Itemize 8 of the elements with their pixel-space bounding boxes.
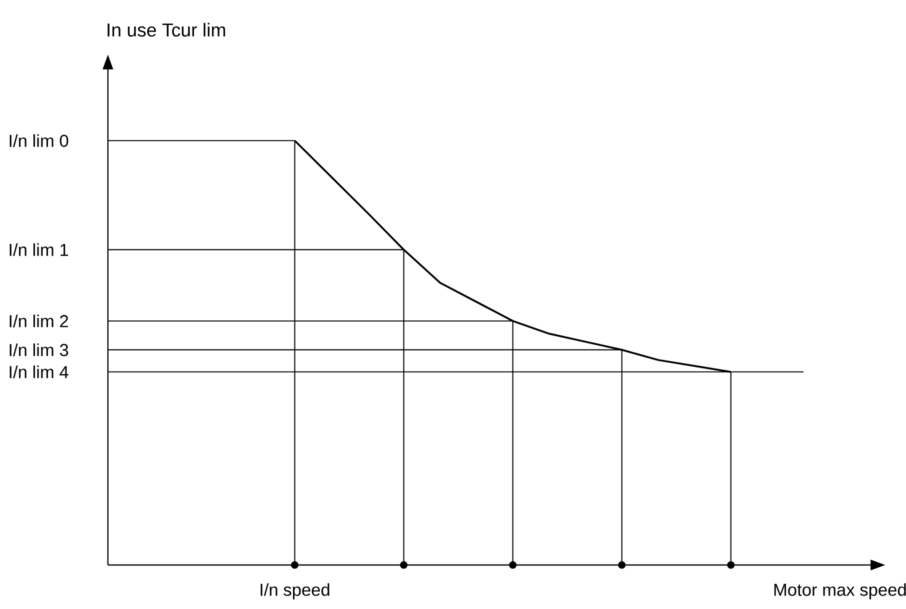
ref-line-label: I/n lim 4 [10, 366, 68, 378]
ref-line-label: I/n lim 2 [10, 314, 68, 328]
x-tick-label: I/n speed [260, 583, 330, 600]
ref-line-label: I/n lim 3 [10, 343, 68, 356]
text: In use Tcur lim [108, 22, 226, 37]
ref-line-label: I/n lim 1 [10, 243, 68, 256]
x-tick-label: Motor max speed [774, 583, 906, 600]
ref-line-label: I/n lim 0 [10, 134, 68, 147]
